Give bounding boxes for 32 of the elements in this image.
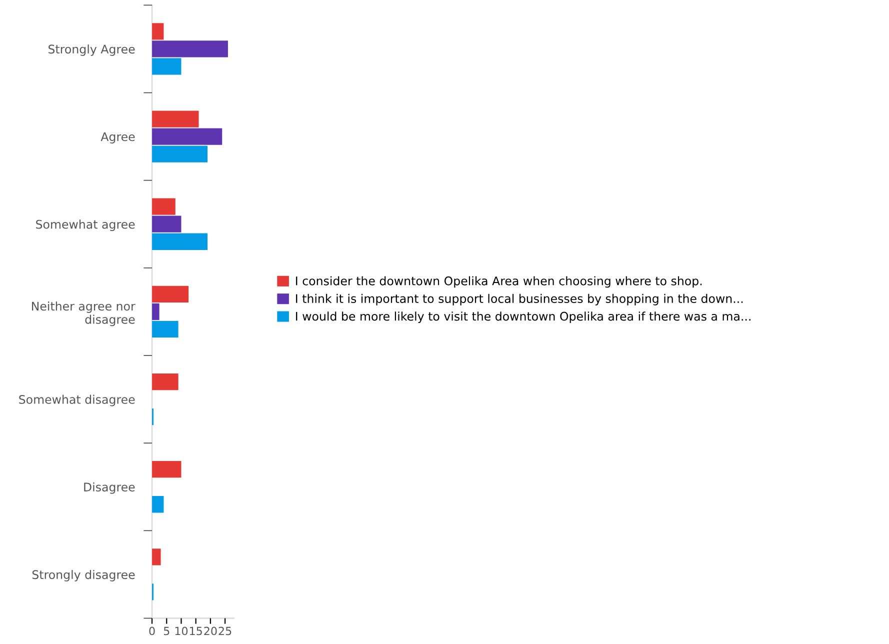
bar (152, 198, 176, 215)
bar (152, 216, 182, 232)
y-tick-label: Neither agree nor disagree (32, 302, 136, 326)
bar (152, 548, 161, 566)
bar (152, 233, 208, 250)
bar (152, 496, 164, 513)
bar (152, 303, 160, 320)
x-tick-label: 10 (175, 626, 188, 636)
y-tick-label: Strongly disagree (32, 570, 135, 582)
y-tick-label: Disagree (84, 482, 135, 494)
bar (152, 320, 178, 338)
bar (152, 128, 222, 145)
legend-label: I think it is important to support local businesses by shopping in the down... (296, 294, 743, 306)
x-tick-label: 25 (218, 626, 232, 636)
x-tick-label: 5 (164, 626, 170, 636)
bar (152, 58, 182, 75)
bar (152, 146, 208, 162)
bar (152, 461, 182, 478)
x-tick-label: 15 (190, 626, 202, 636)
bar (152, 373, 178, 390)
x-tick-label: 20 (204, 626, 217, 636)
y-tick-label: Somewhat disagree (19, 394, 135, 406)
y-tick-label: Agree (100, 132, 135, 144)
legend-label: I would be more likely to visit the downtown Opelika area if there was a ma... (296, 312, 750, 324)
x-tick-label: 0 (149, 626, 155, 636)
legend-label: I consider the downtown Opelika Area when choosing where to shop. (296, 276, 702, 288)
bar (152, 40, 228, 58)
bar (152, 110, 199, 128)
y-tick-label: Strongly Agree (48, 44, 135, 56)
bar (152, 286, 189, 302)
bar (152, 23, 164, 40)
y-tick-label: Somewhat agree (36, 220, 135, 232)
